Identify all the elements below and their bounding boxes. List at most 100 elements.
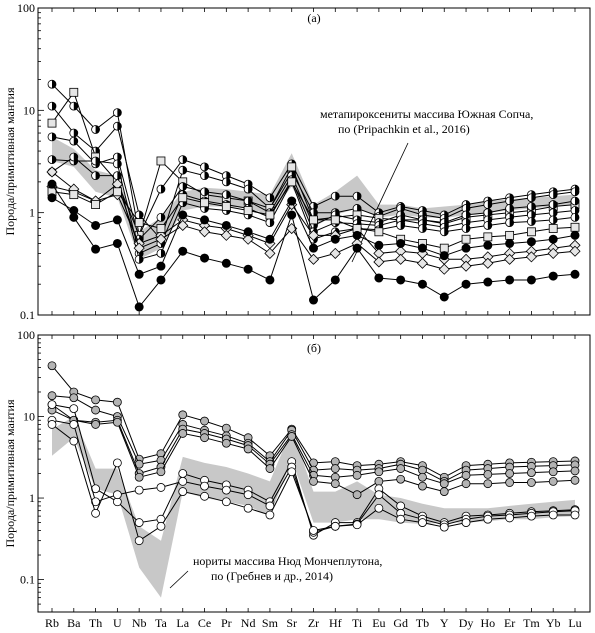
data-point-tm <box>527 227 536 237</box>
data-point-er <box>505 196 515 206</box>
data-point-hf <box>330 234 340 244</box>
x-tick-label-dy: Dy <box>459 616 474 630</box>
data-point-rb <box>47 193 57 203</box>
data-point-la <box>178 193 188 203</box>
series-11 <box>47 179 580 312</box>
data-point-lu <box>570 510 580 520</box>
data-point-th <box>91 220 101 230</box>
data-point-y <box>439 487 449 496</box>
reference-field-band <box>52 416 575 598</box>
data-point-tm <box>526 275 536 285</box>
data-point-dy <box>461 470 471 480</box>
data-point-sr <box>287 196 297 206</box>
data-point-y <box>439 292 449 302</box>
data-point-gd <box>396 204 406 213</box>
data-point-pr <box>221 220 231 230</box>
data-point-nd <box>243 206 253 215</box>
data-point-ti <box>352 520 362 530</box>
data-point-nb <box>134 536 144 546</box>
data-point-th <box>91 171 100 181</box>
data-point-u <box>112 159 122 169</box>
data-point-nd <box>243 227 253 237</box>
data-point-yb <box>548 271 558 281</box>
x-tick-label-gd: Gd <box>393 616 408 630</box>
data-point-th <box>91 508 100 518</box>
data-point-nd <box>243 490 253 500</box>
data-point-ta <box>156 212 166 222</box>
data-point-ta <box>156 467 166 477</box>
x-tick-label-sr: Sr <box>286 616 297 630</box>
data-point-rb <box>47 391 57 401</box>
x-tick-label-eu: Eu <box>372 616 385 630</box>
data-point-er <box>504 253 516 265</box>
data-point-sm <box>265 210 275 220</box>
data-point-sm <box>265 193 275 203</box>
data-point-dy <box>461 218 471 227</box>
data-point-nb <box>134 485 144 495</box>
data-point-tb <box>418 224 427 233</box>
data-point-ba <box>69 393 79 403</box>
data-point-th <box>91 497 100 507</box>
y-tick-label: 100 <box>17 328 35 342</box>
panel-b-chart: 0.1 1 10 100 Порода/примитивная мантия Rb Ba Th… <box>3 328 591 630</box>
data-point-er <box>505 478 515 487</box>
data-point-sr <box>287 210 297 220</box>
data-point-nd <box>242 233 254 245</box>
data-point-nb <box>134 254 144 264</box>
data-point-er <box>505 218 515 227</box>
data-point-u <box>112 417 122 427</box>
data-point-th <box>91 125 100 134</box>
data-point-th <box>91 395 100 405</box>
data-point-la <box>178 487 188 496</box>
data-point-sm <box>265 218 275 227</box>
data-point-ti <box>352 230 362 240</box>
data-point-lu <box>570 196 580 206</box>
data-point-ce <box>200 416 209 426</box>
data-point-yb <box>548 477 558 486</box>
data-point-ho <box>483 221 493 230</box>
data-point-tm <box>527 193 536 203</box>
data-point-lu <box>570 206 580 215</box>
data-point-er <box>505 275 515 285</box>
y-tick-label: 0.1 <box>20 573 35 587</box>
data-point-ba <box>69 404 79 414</box>
data-point-u <box>112 215 122 225</box>
series-2 <box>47 391 580 486</box>
data-point-eu <box>374 490 384 500</box>
data-point-u <box>112 490 122 500</box>
data-point-yb <box>548 208 558 218</box>
data-point-ho <box>483 240 493 250</box>
data-point-zr <box>309 526 318 535</box>
data-point-gd <box>396 464 406 473</box>
data-point-y <box>439 227 449 237</box>
data-point-gd <box>396 514 406 524</box>
data-point-dy <box>461 234 471 244</box>
data-point-ce <box>200 198 209 208</box>
data-point-er <box>505 230 515 240</box>
panel-a-chart: 0.1 1 10 100 Порода/примитивная мантия (а) мет… <box>3 1 591 322</box>
data-point-ce <box>200 481 209 491</box>
data-point-u <box>112 458 122 468</box>
data-point-u <box>112 121 122 131</box>
data-point-ta <box>155 233 167 245</box>
data-point-tb <box>418 472 427 482</box>
data-point-tm <box>527 202 536 211</box>
data-point-zr <box>309 243 318 253</box>
data-point-lu <box>570 466 580 476</box>
series-1 <box>47 361 580 482</box>
data-point-sr <box>287 432 297 441</box>
data-point-ba <box>69 420 79 429</box>
data-point-yb <box>548 200 558 209</box>
x-tick-label-er: Er <box>504 616 515 630</box>
x-tick-label-rb: Rb <box>45 616 59 630</box>
data-point-er <box>505 238 515 248</box>
series-9 <box>47 177 580 253</box>
data-point-tm <box>527 511 536 521</box>
data-point-eu <box>374 273 384 283</box>
data-point-hf <box>330 479 340 489</box>
data-point-ho <box>483 514 493 524</box>
data-point-ta <box>156 184 166 194</box>
data-point-tm <box>527 478 536 487</box>
x-tick-label-u: U <box>113 616 122 630</box>
